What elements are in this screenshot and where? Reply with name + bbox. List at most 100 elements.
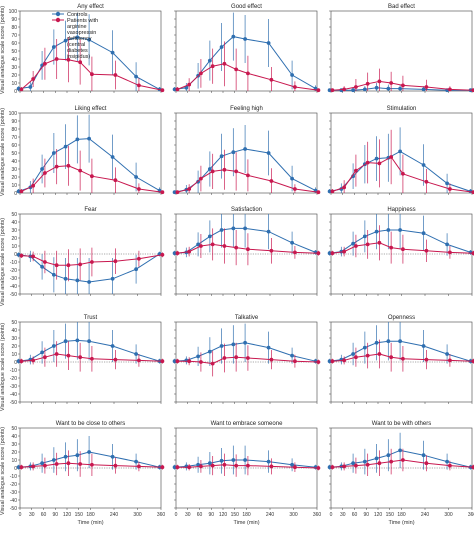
data-point [31, 184, 35, 188]
data-point [134, 175, 138, 179]
data-point [366, 354, 370, 358]
panel-frame [176, 11, 317, 91]
panel-13: Want to be close to others-50-40-30-20-1… [10, 421, 166, 526]
data-point [55, 352, 59, 356]
data-point [220, 228, 224, 232]
data-point [90, 72, 94, 76]
data-point [43, 464, 47, 468]
data-point [342, 88, 346, 92]
data-point [176, 190, 180, 194]
y-tick-label: 50 [11, 151, 17, 157]
data-point [211, 362, 215, 366]
x-axis-title: Time (min) [388, 520, 414, 526]
data-point [161, 88, 165, 92]
data-point [290, 354, 294, 358]
data-point [270, 78, 274, 82]
x-tick-label: 180 [86, 512, 95, 518]
y-tick-label: 70 [11, 135, 17, 141]
x-tick-label: 90 [208, 512, 214, 518]
series-controls [328, 214, 473, 256]
panel-frame [20, 113, 161, 193]
panel-title: Any effect [77, 4, 104, 10]
data-point [445, 182, 449, 186]
data-point [187, 83, 191, 87]
data-point [137, 187, 141, 191]
data-point [43, 62, 47, 66]
data-point [161, 190, 165, 194]
data-point [111, 155, 115, 159]
y-tick-label: -20 [10, 268, 17, 274]
data-point [187, 359, 191, 363]
y-tick-label: -40 [10, 284, 17, 290]
data-point [31, 77, 35, 81]
data-point [448, 187, 452, 191]
y-tick-label: 80 [11, 25, 17, 31]
data-point [52, 151, 56, 155]
y-tick-label: 40 [11, 57, 17, 63]
data-point [211, 64, 215, 68]
y-tick-label: 50 [11, 49, 17, 55]
data-point [445, 243, 449, 247]
data-point [114, 178, 118, 182]
data-point [223, 244, 227, 248]
data-point [317, 190, 321, 194]
data-point [114, 259, 118, 263]
y-tick-label: 30 [11, 228, 17, 234]
data-point [52, 458, 56, 462]
panel-2: Good effect [173, 4, 321, 93]
y-tick-label: 40 [11, 434, 17, 440]
x-tick-label: 150 [231, 512, 240, 518]
data-point [161, 359, 165, 363]
data-point [231, 150, 235, 154]
panel-title: Want to embrace someone [211, 421, 283, 427]
data-point [28, 85, 32, 89]
data-point [199, 177, 203, 181]
data-point [267, 346, 271, 350]
data-point [55, 462, 59, 466]
y-tick-label: 20 [11, 175, 17, 181]
data-point [425, 180, 429, 184]
y-tick-label: 50 [11, 320, 17, 326]
panel-title: Talkative [235, 315, 259, 321]
data-point [317, 466, 321, 470]
series-controls [328, 433, 473, 475]
data-point [231, 35, 235, 39]
data-point [425, 461, 429, 465]
data-point [31, 255, 35, 259]
x-tick-label: 120 [63, 512, 72, 518]
x-tick-label: 300 [444, 512, 453, 518]
panel-5: Feeling high [173, 106, 321, 195]
panel-title: Good effect [231, 4, 262, 10]
panel-title: Feeling high [230, 106, 263, 112]
y-tick-label: 100 [9, 111, 18, 117]
y-axis-label-row-3: Visual analogue scale score (points) [0, 218, 6, 306]
data-point [134, 460, 138, 464]
data-point [223, 463, 227, 467]
x-tick-label: 240 [110, 512, 119, 518]
legend: Controls Patients with arginine vasopres… [52, 12, 98, 60]
data-point [20, 88, 24, 92]
legend-patients-marker [56, 18, 60, 22]
data-point [187, 465, 191, 469]
data-point [87, 280, 91, 284]
series-controls [17, 13, 162, 91]
data-point [398, 449, 402, 453]
y-tick-label: -50 [10, 400, 17, 406]
data-point [137, 359, 141, 363]
data-point [448, 359, 452, 363]
panel-6: Stimulation [328, 106, 474, 195]
data-point [317, 251, 321, 255]
y-tick-label: -20 [10, 482, 17, 488]
y-tick-label: 30 [11, 442, 17, 448]
data-point [220, 459, 224, 463]
panel-title: Happiness [387, 207, 415, 213]
data-point [267, 460, 271, 464]
data-point [111, 455, 115, 459]
data-point [67, 461, 71, 465]
panel-9: Happiness [328, 207, 474, 296]
y-tick-label: 10 [11, 352, 17, 358]
data-point [401, 172, 405, 176]
data-point [246, 464, 250, 468]
